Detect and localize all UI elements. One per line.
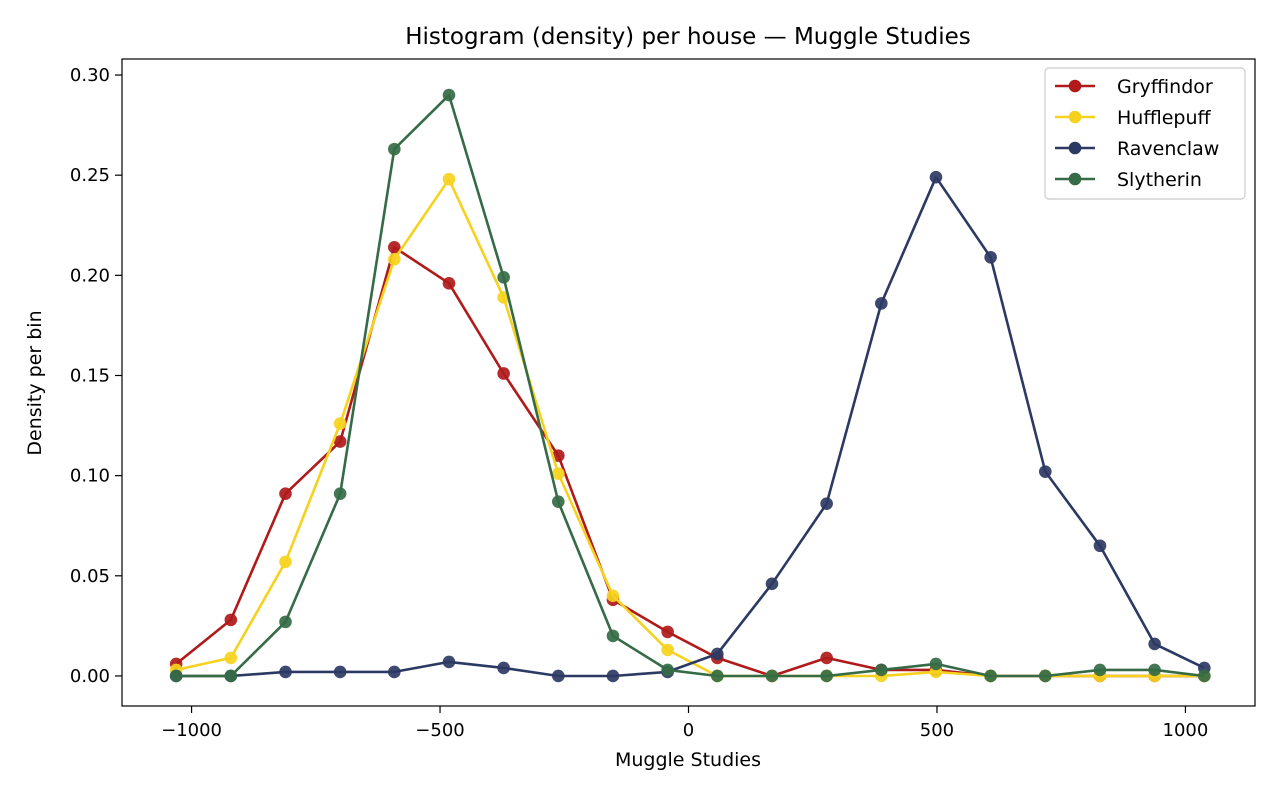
legend-swatch-marker (1068, 172, 1082, 186)
legend-label: Hufflepuff (1117, 107, 1211, 129)
legend-item-gryffindor: Gryffindor (1055, 76, 1213, 98)
data-point-slytherin (984, 669, 997, 683)
data-point-slytherin (279, 615, 292, 629)
data-point-gryffindor (442, 277, 456, 290)
data-point-slytherin (333, 487, 347, 500)
x-tick-label: 0 (683, 720, 694, 741)
y-tick-label: 0.00 (70, 666, 110, 687)
series-line-ravenclaw (176, 175, 1205, 678)
data-point-slytherin (661, 663, 674, 677)
data-point-ravenclaw (606, 669, 620, 683)
data-point-hufflepuff (606, 589, 620, 603)
data-point-gryffindor (661, 625, 674, 639)
data-point-ravenclaw (984, 251, 997, 264)
data-point-gryffindor (497, 367, 510, 380)
axis-ticks: −1000 −500 0 500 1000 0.00 0.05 0.10 0.15 0.20 0.2… (70, 65, 1208, 741)
data-point-hufflepuff (661, 643, 674, 657)
data-point-slytherin (497, 271, 510, 284)
chart-title: Histogram (density) per house — Muggle S… (405, 24, 971, 50)
data-point-hufflepuff (224, 651, 238, 665)
data-point-hufflepuff (552, 467, 565, 480)
data-point-slytherin (552, 495, 565, 508)
data-point-slytherin (1093, 663, 1107, 677)
x-axis-label: Muggle Studies (615, 749, 761, 771)
data-point-hufflepuff (279, 555, 292, 569)
y-tick-label: 0.30 (70, 65, 110, 86)
series-line-slytherin (176, 93, 1205, 678)
data-point-ravenclaw (552, 669, 565, 683)
legend-item-slytherin: Slytherin (1055, 169, 1202, 191)
data-point-slytherin (169, 669, 183, 683)
series-line-gryffindor (175, 246, 1205, 678)
data-point-slytherin (1038, 669, 1052, 683)
legend-label: Ravenclaw (1117, 138, 1219, 160)
data-point-slytherin (1148, 663, 1161, 677)
data-point-ravenclaw (929, 170, 943, 184)
data-point-slytherin (820, 669, 833, 683)
data-point-slytherin (765, 669, 779, 683)
data-point-gryffindor (820, 651, 833, 665)
y-tick-label: 0.25 (70, 165, 110, 186)
data-point-slytherin (224, 669, 238, 683)
data-point-gryffindor (279, 487, 292, 500)
data-point-gryffindor (224, 613, 238, 627)
data-point-slytherin (388, 142, 401, 156)
legend-swatch-marker (1068, 79, 1082, 93)
x-tick-label: 1000 (1163, 720, 1209, 741)
y-tick-label: 0.05 (70, 566, 110, 587)
data-point-ravenclaw (388, 665, 401, 679)
series-slytherin (169, 88, 1211, 683)
legend-swatch-marker (1068, 141, 1082, 155)
data-point-ravenclaw (1038, 465, 1052, 478)
x-tick-label: −500 (415, 720, 464, 741)
y-tick-label: 0.10 (70, 466, 110, 487)
data-point-gryffindor (388, 240, 401, 254)
data-point-ravenclaw (442, 655, 456, 669)
data-point-ravenclaw (711, 647, 724, 661)
data-point-slytherin (442, 88, 456, 102)
y-tick-label: 0.20 (70, 265, 110, 286)
legend-swatch-marker (1068, 110, 1082, 124)
data-point-hufflepuff (333, 417, 347, 430)
legend-item-ravenclaw: Ravenclaw (1055, 138, 1219, 160)
legend-box (1044, 67, 1246, 200)
data-point-slytherin (1198, 669, 1211, 683)
y-tick-label: 0.15 (70, 365, 110, 386)
data-point-hufflepuff (388, 253, 401, 266)
data-point-slytherin (606, 629, 620, 643)
x-tick-label: −1000 (161, 720, 222, 741)
y-axis-label: Density per bin (24, 310, 46, 455)
data-point-ravenclaw (333, 665, 347, 679)
data-point-ravenclaw (820, 497, 833, 510)
data-point-gryffindor (552, 449, 565, 462)
data-point-gryffindor (333, 435, 347, 448)
data-point-slytherin (711, 669, 724, 683)
legend-item-hufflepuff: Hufflepuff (1055, 107, 1211, 129)
plot-frame (121, 58, 1256, 707)
data-point-ravenclaw (1093, 539, 1107, 553)
data-point-slytherin (929, 657, 943, 671)
data-point-ravenclaw (765, 577, 779, 591)
data-point-ravenclaw (279, 665, 292, 679)
legend: Gryffindor Hufflepuff Ravenclaw Slytherin (1044, 67, 1246, 200)
series-line-hufflepuff (175, 177, 1205, 678)
data-point-ravenclaw (497, 661, 510, 675)
data-point-hufflepuff (442, 172, 456, 186)
series-ravenclaw (169, 170, 1211, 683)
data-point-ravenclaw (1148, 637, 1161, 651)
legend-label: Gryffindor (1117, 76, 1213, 98)
x-tick-label: 500 (920, 720, 954, 741)
data-point-ravenclaw (875, 297, 888, 310)
series-layer (169, 88, 1211, 683)
data-point-slytherin (875, 663, 888, 677)
legend-label: Slytherin (1117, 169, 1202, 191)
series-hufflepuff (169, 172, 1211, 683)
